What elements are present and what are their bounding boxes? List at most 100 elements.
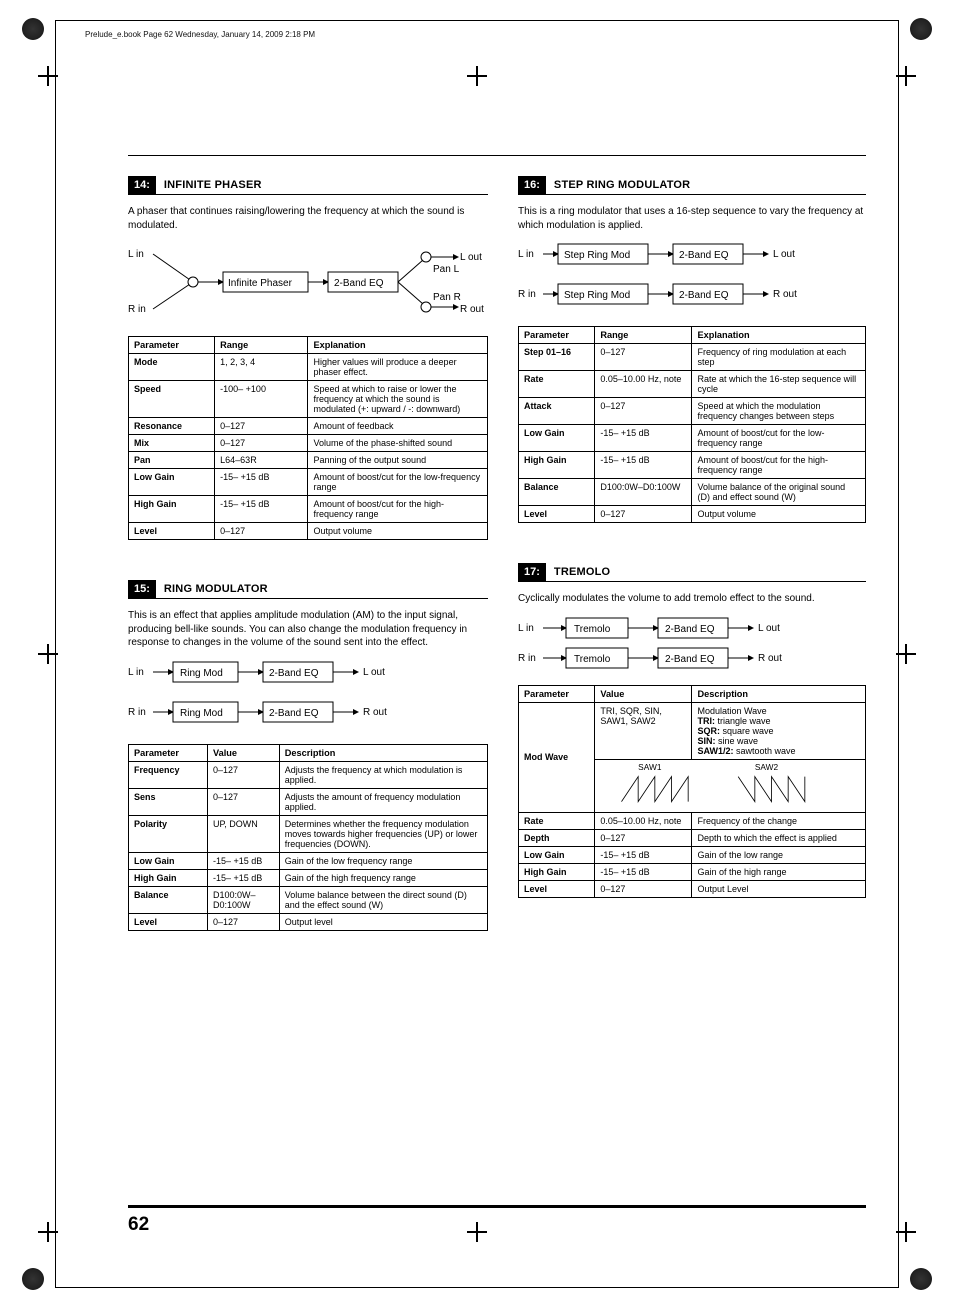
svg-text:R out: R out <box>758 653 782 664</box>
cell-desc: Frequency of ring modulation at each ste… <box>692 344 866 371</box>
cell-desc: Gain of the high frequency range <box>279 869 487 886</box>
table-row: Mix0–127Volume of the phase-shifted soun… <box>129 435 488 452</box>
right-column: 16: STEP RING MODULATOR This is a ring m… <box>518 156 866 1213</box>
table-row: High Gain-15– +15 dBGain of the high ran… <box>519 863 866 880</box>
cell-param: Pan <box>129 452 215 469</box>
svg-text:R out: R out <box>773 289 797 300</box>
crop-mark-icon <box>896 1222 916 1242</box>
section-name: INFINITE PHASER <box>156 176 270 194</box>
cell-desc: Speed at which to raise or lower the fre… <box>308 381 488 418</box>
table-row: Rate0.05–10.00 Hz, noteRate at which the… <box>519 371 866 398</box>
cell-param: Polarity <box>129 815 208 852</box>
table-row: Step 01–160–127Frequency of ring modulat… <box>519 344 866 371</box>
cell-param: Level <box>519 880 595 897</box>
cell-param: Frequency <box>129 761 208 788</box>
svg-text:SAW1: SAW1 <box>638 762 662 772</box>
svg-text:Tremolo: Tremolo <box>574 624 611 635</box>
section-number: 14: <box>128 176 156 194</box>
section-number: 17: <box>518 563 546 581</box>
cell-value: 0–127 <box>595 829 692 846</box>
col-parameter: Parameter <box>129 337 215 354</box>
col-explanation: Explanation <box>308 337 488 354</box>
section-15-diagram: L in Ring Mod 2-Band EQ L out R in Ring … <box>128 660 488 730</box>
table-row: Sens0–127Adjusts the amount of frequency… <box>129 788 488 815</box>
table-row: Low Gain-15– +15 dBGain of the low range <box>519 846 866 863</box>
cell-value: -15– +15 dB <box>207 869 279 886</box>
section-name: RING MODULATOR <box>156 580 276 598</box>
section-number: 16: <box>518 176 546 194</box>
svg-text:Step Ring Mod: Step Ring Mod <box>564 290 630 301</box>
svg-text:L in: L in <box>128 249 144 260</box>
table-row: Frequency0–127Adjusts the frequency at w… <box>129 761 488 788</box>
section-16-table: Parameter Range Explanation Step 01–160–… <box>518 326 866 523</box>
cell-value: 0–127 <box>207 913 279 930</box>
cell-param: Rate <box>519 812 595 829</box>
cell-param: Low Gain <box>129 852 208 869</box>
section-name: TREMOLO <box>546 563 618 581</box>
table-row: Rate0.05–10.00 Hz, noteFrequency of the … <box>519 812 866 829</box>
col-value: Value <box>207 744 279 761</box>
svg-text:Pan R: Pan R <box>433 292 461 303</box>
section-16-diagram: L in Step Ring Mod 2-Band EQ L out R in … <box>518 242 866 312</box>
cell-param: Depth <box>519 829 595 846</box>
section-number: 15: <box>128 580 156 598</box>
cell-value: 1, 2, 3, 4 <box>215 354 308 381</box>
svg-text:L in: L in <box>518 249 534 260</box>
modwave-desc: Modulation Wave TRI: triangle waveSQR: s… <box>692 702 866 759</box>
table-row: Mode1, 2, 3, 4Higher values will produce… <box>129 354 488 381</box>
svg-text:R out: R out <box>363 707 387 718</box>
cell-value: D100:0W–D0:100W <box>595 479 692 506</box>
table-row: Level0–127Output level <box>129 913 488 930</box>
svg-text:2-Band EQ: 2-Band EQ <box>679 250 729 261</box>
cell-param: Level <box>129 913 208 930</box>
cell-desc: Frequency of the change <box>692 812 866 829</box>
table-row: BalanceD100:0W– D0:100WVolume balance be… <box>129 886 488 913</box>
table-row: High Gain-15– +15 dBAmount of boost/cut … <box>129 496 488 523</box>
cell-desc: Rate at which the 16-step sequence will … <box>692 371 866 398</box>
cell-desc: Adjusts the frequency at which modulatio… <box>279 761 487 788</box>
svg-text:2-Band EQ: 2-Band EQ <box>665 624 715 635</box>
table-row: Level0–127Output volume <box>129 523 488 540</box>
col-parameter: Parameter <box>519 327 595 344</box>
cell-desc: Output level <box>279 913 487 930</box>
section-14-desc: A phaser that continues raising/lowering… <box>128 205 488 232</box>
section-16-desc: This is a ring modulator that uses a 16-… <box>518 205 866 232</box>
cell-value: 0–127 <box>595 344 692 371</box>
svg-text:Step Ring Mod: Step Ring Mod <box>564 250 630 261</box>
cell-value: 0–127 <box>215 435 308 452</box>
cell-desc: Amount of feedback <box>308 418 488 435</box>
cell-desc: Amount of boost/cut for the high-frequen… <box>692 452 866 479</box>
cell-param: Resonance <box>129 418 215 435</box>
cell-value: -100– +100 <box>215 381 308 418</box>
section-14-diagram: L in R in Infinite Phaser 2-Band EQ L ou… <box>128 242 488 322</box>
cell-value: L64–63R <box>215 452 308 469</box>
table-row: BalanceD100:0W–D0:100WVolume balance of … <box>519 479 866 506</box>
cell-value: 0–127 <box>215 523 308 540</box>
cell-value: 0.05–10.00 Hz, note <box>595 812 692 829</box>
svg-text:Infinite Phaser: Infinite Phaser <box>228 278 293 289</box>
svg-text:Tremolo: Tremolo <box>574 654 611 665</box>
svg-text:L out: L out <box>758 623 780 634</box>
cell-param: Low Gain <box>129 469 215 496</box>
cell-desc: Higher values will produce a deeper phas… <box>308 354 488 381</box>
modwave-label: Mod Wave <box>524 752 568 762</box>
table-row: PanL64–63RPanning of the output sound <box>129 452 488 469</box>
table-row-modwave: Mod Wave TRI, SQR, SIN, SAW1, SAW2 Modul… <box>519 702 866 759</box>
svg-text:L in: L in <box>518 623 534 634</box>
svg-text:L in: L in <box>128 667 144 678</box>
page-content: 14: INFINITE PHASER A phaser that contin… <box>128 155 866 1213</box>
col-range: Range <box>595 327 692 344</box>
cell-param: Mode <box>129 354 215 381</box>
cell-desc: Panning of the output sound <box>308 452 488 469</box>
section-16-title: 16: STEP RING MODULATOR <box>518 176 866 195</box>
cell-param: High Gain <box>129 496 215 523</box>
svg-text:Ring Mod: Ring Mod <box>180 708 223 719</box>
svg-text:Pan L: Pan L <box>433 264 460 275</box>
cell-param: Rate <box>519 371 595 398</box>
crop-mark-icon <box>38 644 58 664</box>
cell-value: 0–127 <box>207 761 279 788</box>
cell-value: -15– +15 dB <box>215 469 308 496</box>
corner-mark-icon <box>22 18 44 40</box>
table-row: Level0–127Output Level <box>519 880 866 897</box>
cell-desc: Gain of the low range <box>692 846 866 863</box>
